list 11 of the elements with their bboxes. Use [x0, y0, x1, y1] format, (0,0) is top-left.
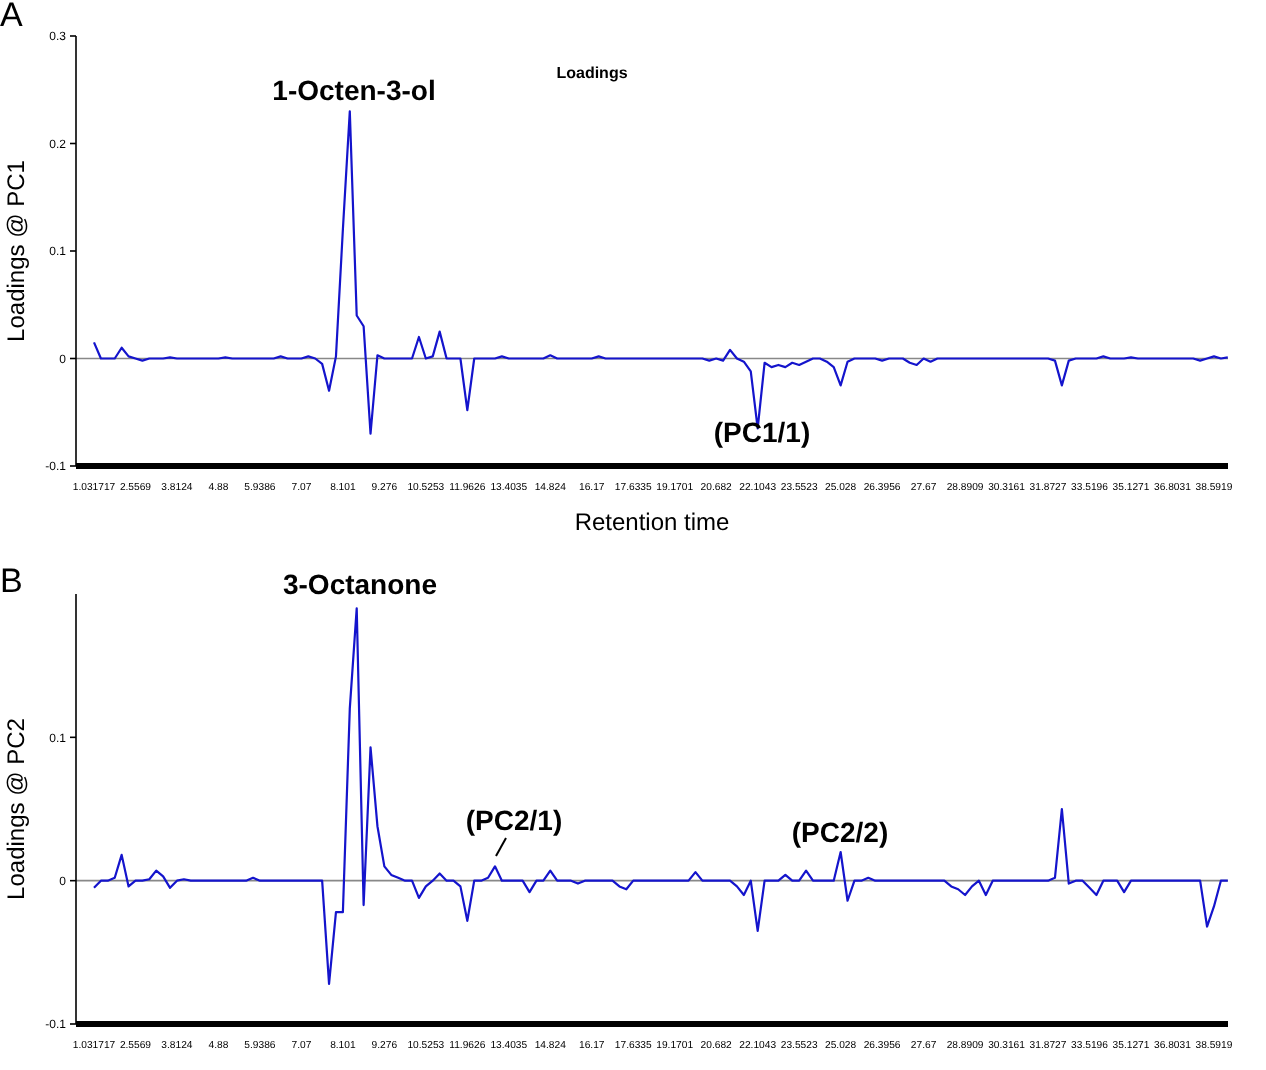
- annotation: (PC2/1): [465, 804, 563, 836]
- annotation: (PC2/2): [791, 816, 889, 848]
- text: B: [0, 562, 23, 600]
- x-axis-title: Retention time: [574, 508, 731, 536]
- annotation: (PC1/1): [713, 416, 811, 448]
- text: A: [0, 0, 24, 34]
- annotation: 3-Octanone: [282, 568, 438, 600]
- y-axis-title: Loadings @ PC2: [2, 717, 30, 900]
- text: Loadings: [556, 64, 629, 82]
- annotation: 1-Octen-3-ol: [272, 74, 436, 106]
- y-axis-title: Loadings @ PC1: [2, 159, 30, 342]
